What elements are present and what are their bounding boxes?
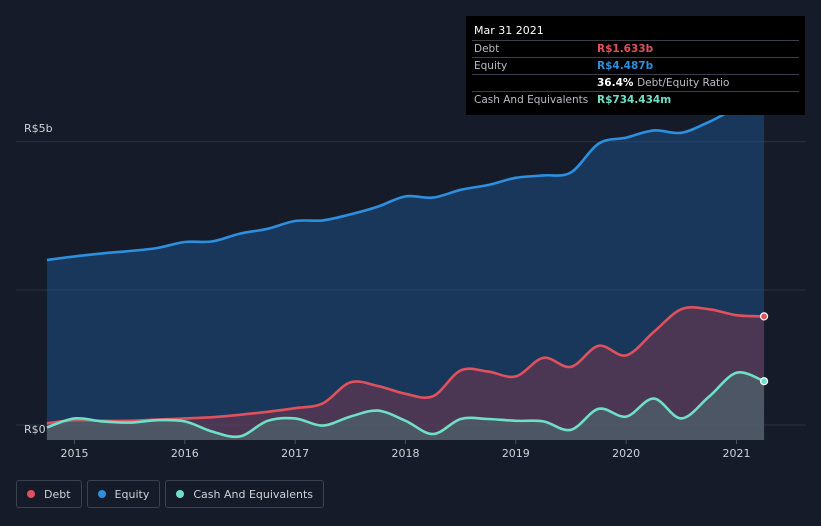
tooltip-row-debt: Debt R$1.633b (466, 40, 805, 57)
tooltip-equity-value: R$4.487b (597, 60, 654, 72)
y-tick-label-0: R$5b (24, 122, 53, 135)
x-tick-label-2019: 2019 (502, 447, 530, 460)
debt-end-point (759, 312, 769, 321)
cash-and-equivalents-area (46, 372, 765, 440)
equity-line (46, 102, 765, 262)
debt-area (46, 307, 765, 440)
legend-item-cash[interactable]: Cash And Equivalents (165, 480, 324, 508)
chart-legend: Debt Equity Cash And Equivalents (16, 480, 329, 508)
cash-dot-icon (176, 490, 185, 498)
x-tick-label-2016: 2016 (171, 447, 199, 460)
cash-and-equivalents-end-point (759, 377, 769, 386)
x-tick-label-2021: 2021 (722, 447, 750, 460)
tooltip-equity-label: Equity (474, 60, 508, 72)
x-tick-label-2018: 2018 (391, 447, 419, 460)
equity-dot-icon (97, 490, 106, 498)
tooltip-debt-label: Debt (474, 43, 500, 55)
legend-label-debt: Debt (44, 487, 71, 501)
legend-label-cash: Cash And Equivalents (193, 487, 313, 501)
tooltip-row-cash: Cash And Equivalents R$734.434m (466, 91, 805, 108)
tooltip-cash-value: R$734.434m (597, 94, 672, 106)
tooltip-row-equity: Equity R$4.487b (466, 57, 805, 74)
x-tick-label-2015: 2015 (60, 447, 88, 460)
legend-item-debt[interactable]: Debt (16, 480, 82, 508)
chart-tooltip: Mar 31 2021 Debt R$1.633b Equity R$4.487… (466, 16, 805, 115)
tooltip-ratio-value: 36.4% (597, 77, 634, 89)
tooltip-date: Mar 31 2021 (474, 24, 544, 37)
tooltip-row-ratio: 36.4% Debt/Equity Ratio (466, 74, 805, 91)
y-tick-label-1: R$0 (24, 423, 46, 436)
legend-label-equity: Equity (114, 487, 150, 501)
cash-and-equivalents-line (46, 371, 765, 439)
debt-dot-icon (27, 490, 35, 498)
legend-item-equity[interactable]: Equity (86, 480, 161, 508)
x-tick-label-2020: 2020 (612, 447, 640, 460)
tooltip-cash-label: Cash And Equivalents (474, 94, 589, 106)
tooltip-debt-value: R$1.633b (597, 43, 654, 55)
x-tick-label-2017: 2017 (281, 447, 309, 460)
tooltip-ratio-label: Debt/Equity Ratio (637, 77, 730, 89)
